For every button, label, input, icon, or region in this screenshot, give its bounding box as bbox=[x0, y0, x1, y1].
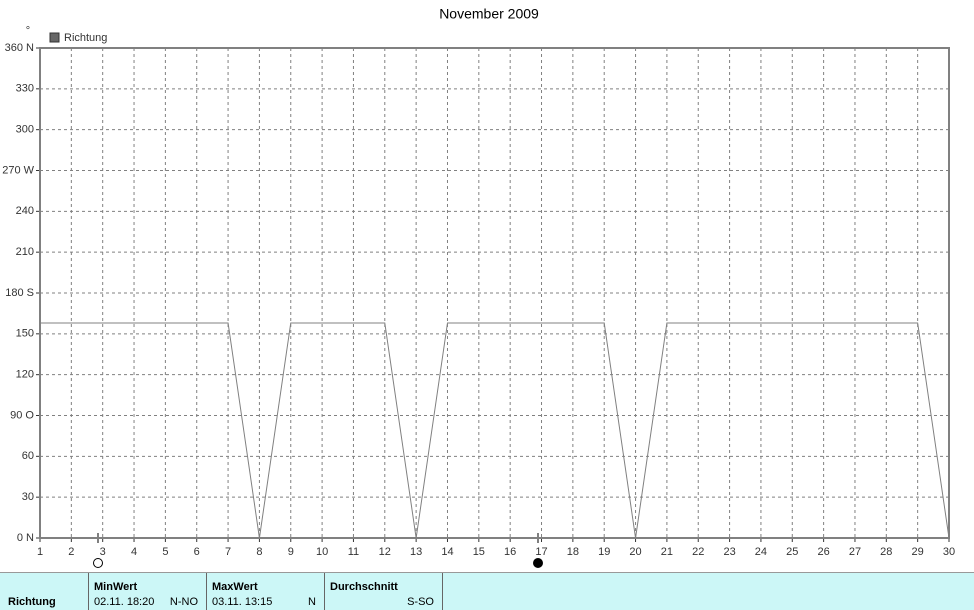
x-tick-label: 24 bbox=[755, 546, 767, 558]
y-tick-label: 0 N bbox=[17, 532, 34, 544]
x-tick-label: 26 bbox=[817, 546, 829, 558]
x-tick-label: 19 bbox=[598, 546, 610, 558]
new-moon-icon bbox=[533, 558, 543, 568]
x-tick-label: 27 bbox=[849, 546, 861, 558]
legend-swatch bbox=[49, 32, 60, 43]
x-tick-label: 11 bbox=[348, 546, 359, 558]
x-tick-label: 12 bbox=[379, 546, 391, 558]
x-tick-label: 9 bbox=[288, 546, 294, 558]
y-tick-label: 150 bbox=[16, 328, 34, 340]
y-unit: ° bbox=[26, 25, 30, 37]
y-tick-label: 60 bbox=[22, 450, 34, 462]
x-tick-label: 30 bbox=[943, 546, 955, 558]
y-tick-label: 30 bbox=[22, 491, 34, 503]
x-tick-label: 20 bbox=[629, 546, 641, 558]
max-time: 03.11. 13:15 bbox=[212, 596, 273, 608]
x-tick-label: 16 bbox=[504, 546, 516, 558]
y-tick-label: 330 bbox=[16, 83, 34, 95]
plot-frame bbox=[39, 47, 950, 539]
x-tick-label: 23 bbox=[723, 546, 735, 558]
x-tick-label: 18 bbox=[567, 546, 579, 558]
x-tick-label: 22 bbox=[692, 546, 704, 558]
y-tick-label: 90 O bbox=[10, 409, 34, 421]
x-tick-label: 10 bbox=[316, 546, 328, 558]
x-tick-label: 25 bbox=[786, 546, 798, 558]
x-tick-label: 13 bbox=[410, 546, 422, 558]
x-tick-label: 2 bbox=[68, 546, 74, 558]
x-tick-label: 5 bbox=[162, 546, 168, 558]
stats-table: Richtung MinWert 02.11. 18:20 N-NO MaxWe… bbox=[0, 572, 974, 610]
x-tick-label: 17 bbox=[535, 546, 547, 558]
x-tick-label: 21 bbox=[661, 546, 673, 558]
avg-cell: Durchschnitt S-SO bbox=[325, 573, 443, 610]
x-tick-label: 8 bbox=[256, 546, 262, 558]
x-tick-label: 14 bbox=[441, 546, 453, 558]
y-tick-label: 120 bbox=[16, 369, 34, 381]
min-dir: N-NO bbox=[169, 596, 198, 608]
max-dir: N bbox=[308, 596, 316, 608]
row-label-cell: Richtung bbox=[0, 573, 89, 610]
y-tick-label: 270 W bbox=[2, 164, 34, 176]
full-moon-icon bbox=[93, 558, 103, 568]
x-tick-label: 28 bbox=[880, 546, 892, 558]
col-header: MinWert bbox=[94, 581, 138, 593]
x-tick-label: 1 bbox=[37, 546, 43, 558]
y-tick-label: 240 bbox=[16, 205, 34, 217]
x-tick-label: 29 bbox=[912, 546, 924, 558]
min-time: 02.11. 18:20 bbox=[94, 596, 155, 608]
y-tick-label: 180 S bbox=[5, 287, 34, 299]
row-label: Richtung bbox=[8, 596, 56, 608]
min-cell: MinWert 02.11. 18:20 N-NO bbox=[89, 573, 207, 610]
chart-title: November 2009 bbox=[439, 6, 539, 22]
x-tick-label: 4 bbox=[131, 546, 137, 558]
y-tick-label: 360 N bbox=[5, 42, 34, 54]
col-header: MaxWert bbox=[212, 581, 258, 593]
x-tick-label: 15 bbox=[473, 546, 485, 558]
max-cell: MaxWert 03.11. 13:15 N bbox=[207, 573, 325, 610]
data-line bbox=[40, 322, 950, 539]
x-tick-label: 6 bbox=[194, 546, 200, 558]
legend-label: Richtung bbox=[64, 32, 107, 44]
y-tick-label: 210 bbox=[16, 246, 34, 258]
y-tick-label: 300 bbox=[16, 124, 34, 136]
col-header: Durchschnitt bbox=[330, 581, 398, 593]
x-tick-label: 7 bbox=[225, 546, 231, 558]
avg-dir: S-SO bbox=[407, 596, 434, 608]
x-tick-label: 3 bbox=[100, 546, 106, 558]
